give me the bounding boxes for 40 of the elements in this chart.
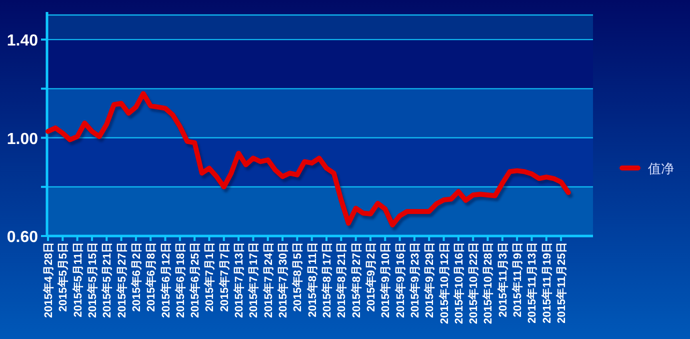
x-tick-label: 2015年10月22日	[467, 242, 480, 324]
x-tick-label: 2015年8月27日	[350, 242, 363, 318]
x-tick-label: 2015年8月21日	[335, 242, 348, 318]
x-tick-label: 2015年5月11日	[71, 242, 84, 318]
x-tick-label: 2015年7月1日	[203, 242, 216, 312]
x-tick-label: 2015年11月3日	[496, 242, 510, 318]
x-tick-label: 2015年11月19日	[540, 242, 554, 324]
x-tick-label: 2015年5月5日	[56, 242, 70, 312]
x-tick-label: 2015年8月17日	[320, 242, 334, 318]
x-tick-label: 2015年5月15日	[86, 242, 99, 318]
x-tick-label: 2015年7月30日	[276, 242, 290, 318]
x-tick-label: 2015年11月13日	[526, 242, 539, 324]
y-tick-label: 1.00	[6, 130, 38, 148]
x-tick-label: 2015年7月17日	[247, 242, 260, 318]
x-tick-label: 2015年11月9日	[511, 242, 524, 318]
legend-label: 值净	[648, 161, 674, 176]
x-tick-label: 2015年6月2日	[130, 242, 143, 312]
x-tick-label: 2015年6月18日	[174, 242, 187, 318]
x-tick-label: 2015年10月12日	[438, 242, 451, 324]
x-tick-label: 2015年9月16日	[394, 242, 407, 318]
x-tick-label: 2015年11月25日	[555, 242, 568, 324]
x-tick-label: 2015年9月23日	[408, 242, 422, 318]
x-tick-label: 2015年10月16日	[452, 242, 466, 324]
x-tick-label: 2015年7月13日	[232, 242, 246, 318]
x-tick-label: 2015年6月8日	[144, 242, 158, 312]
x-tick-label: 2015年9月2日	[364, 242, 378, 312]
x-tick-label: 2015年8月5日	[291, 242, 304, 312]
x-tick-label: 2015年9月10日	[379, 242, 392, 318]
x-tick-label: 2015年10月28日	[482, 242, 495, 324]
x-tick-label: 2015年8月11日	[306, 242, 319, 318]
x-tick-label: 2015年6月25日	[188, 242, 202, 318]
x-tick-label: 2015年7月7日	[218, 242, 231, 312]
x-tick-label: 2015年6月12日	[159, 242, 172, 318]
x-tick-label: 2015年5月21日	[100, 242, 114, 318]
x-tick-label: 2015年4月28日	[42, 242, 55, 318]
x-tick-label: 2015年9月29日	[423, 242, 436, 318]
y-tick-label: 1.40	[6, 32, 38, 50]
x-tick-label: 2015年5月27日	[115, 242, 128, 318]
x-tick-label: 2015年7月24日	[262, 242, 275, 318]
y-tick-label: 0.60	[6, 229, 38, 246]
